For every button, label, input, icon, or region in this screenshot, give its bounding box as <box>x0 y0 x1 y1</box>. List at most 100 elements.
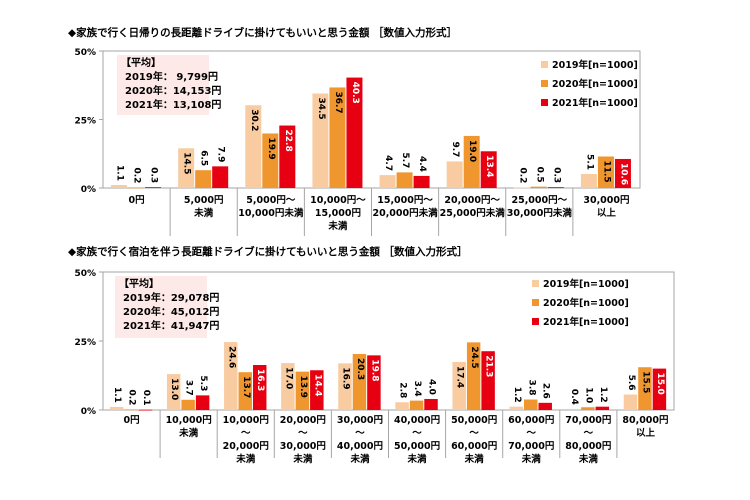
panel2-legend-label: 2020年[n=1000] <box>543 297 629 309</box>
panel2-data-label: 1.2 <box>512 387 522 403</box>
panel2-category-label: 80,000円 <box>622 415 668 426</box>
panel2-bar-1 <box>281 363 295 410</box>
panel2-data-label: 3.4 <box>412 381 422 397</box>
panel2-bar-1 <box>166 374 181 410</box>
panel2-bar-3 <box>538 402 552 410</box>
panel2-bar-1 <box>452 361 466 410</box>
panel1-bar-1 <box>379 175 396 188</box>
panel1-category-label: 未満 <box>327 220 348 232</box>
panel1-bar-3 <box>279 125 296 188</box>
panel1-average-box <box>117 55 209 115</box>
panel2-category-label: 20,000円 <box>280 415 326 426</box>
panel2-category-label: 未満 <box>407 453 428 465</box>
panel1-data-label: 19.9 <box>266 137 276 159</box>
panel2-bar-2 <box>352 353 367 410</box>
panel1-bar-2 <box>329 87 346 188</box>
panel1-category-label: 15,000円～ <box>377 195 433 206</box>
panel2-data-label: 14.4 <box>312 374 322 396</box>
panel2-category-label: 40,000円 <box>394 415 440 426</box>
panel1-bar-3 <box>413 175 430 188</box>
panel2-category-label: 70,000円 <box>508 441 554 452</box>
panel1-bar-2 <box>262 133 279 188</box>
panel2-legend-swatch <box>532 299 539 306</box>
panel2-data-label: 13.7 <box>241 376 251 398</box>
panel2-category-label: 10,000円 <box>166 415 212 426</box>
panel2-data-label: 4.0 <box>427 379 437 395</box>
panel1-data-label: 1.1 <box>115 165 125 181</box>
panel2-data-label: 3.8 <box>526 380 536 396</box>
panel2-category-label: ～ <box>412 428 422 439</box>
panel2-bar-1 <box>338 363 352 410</box>
panel1-data-label: 11.5 <box>601 160 611 182</box>
panel2-data-label: 21.3 <box>484 355 494 377</box>
panel1-bar-3 <box>614 158 631 188</box>
panel2-data-label: 0.4 <box>569 389 579 405</box>
panel1-bar-2 <box>195 170 212 188</box>
panel2-legend-label: 2019年[n=1000] <box>543 278 629 290</box>
panel1-data-label: 34.5 <box>316 97 326 119</box>
panel2-bar-3 <box>652 368 667 410</box>
panel1-average-line: 2019年： 9,799円 <box>125 70 218 83</box>
panel2-bar-2 <box>238 372 252 410</box>
panel2-data-label: 5.3 <box>198 375 208 391</box>
panel2-data-label: 17.4 <box>455 366 465 388</box>
panel2-bar-3 <box>195 395 210 410</box>
panel1-bar-1 <box>312 93 329 188</box>
panel1-bar-3 <box>346 77 363 188</box>
panel1-data-label: 36.7 <box>333 91 343 113</box>
panel2-category-label: 未満 <box>178 427 199 439</box>
panel1-y-tick-label: 50% <box>74 48 96 58</box>
panel2-bar-2 <box>581 407 595 410</box>
panel1-category-label: 15,000円 <box>315 208 361 219</box>
panel2-category-label: 20,000円 <box>223 441 269 452</box>
panel2-bar-1 <box>509 406 524 410</box>
panel2-data-label: 1.2 <box>598 387 608 403</box>
panel2-data-label: 16.3 <box>255 369 265 391</box>
panel2-data-label: 15.5 <box>640 371 650 393</box>
panel2-data-label: 2.6 <box>541 383 551 399</box>
panel2-bar-2 <box>524 399 538 410</box>
panel1-data-label: 30.2 <box>249 109 259 131</box>
panel1-data-label: 5.1 <box>584 154 594 170</box>
panel2-category-label: ～ <box>241 428 251 439</box>
panel1-bar-1 <box>446 161 463 188</box>
panel1-legend-label: 2020年[n=1000] <box>552 78 638 90</box>
panel2-bar-3 <box>481 351 495 410</box>
panel1-data-label: 14.5 <box>182 152 192 174</box>
panel2-category-label: 30,000円 <box>337 415 383 426</box>
panel2-data-label: 3.7 <box>184 380 194 396</box>
panel1-data-label: 0.3 <box>149 167 159 183</box>
panel2-category-label: 未満 <box>235 453 256 465</box>
panel2-bar-1 <box>566 408 581 410</box>
panel1-y-tick-label: 0% <box>81 185 96 195</box>
panel2-data-label: 5.6 <box>626 375 636 391</box>
panel1-average-line: 2021年：13,108円 <box>125 98 221 111</box>
panel2-category-label: 未満 <box>464 453 485 465</box>
panel1-data-label: 40.3 <box>350 82 360 104</box>
panel2-bar-2 <box>466 342 481 410</box>
panel2-bar-3 <box>424 398 438 410</box>
panel1-bar-2 <box>463 135 480 188</box>
panel1-data-label: 6.5 <box>199 150 209 166</box>
panel2-average-line: 2019年：29,078円 <box>123 291 219 304</box>
panel1-category-label: 20,000円～ <box>444 195 500 206</box>
panel2-data-label: 16.9 <box>340 367 350 389</box>
panel2-category-label: 60,000円 <box>508 415 554 426</box>
panel1-category-label: 30,000円 <box>583 195 629 206</box>
panel1-bar-1 <box>580 174 597 188</box>
panel1-bar-3 <box>212 166 229 188</box>
panel1-bar-3 <box>145 187 162 188</box>
panel2-category-label: 50,000円 <box>451 415 497 426</box>
panel1-data-label: 7.9 <box>216 146 226 162</box>
panel1-chart-title: ◆家族で行く日帰りの長距離ドライブに掛けてもいいと思う金額 ［数値入力形式］ <box>68 26 457 39</box>
panel2-bar-2 <box>409 400 424 410</box>
panel2-data-label: 13.0 <box>169 378 179 400</box>
panel1-legend-swatch <box>541 99 548 106</box>
panel1-category-label: 25,000円～ <box>511 195 567 206</box>
panel2-category-label: ～ <box>526 428 536 439</box>
panel1-bar-1 <box>178 148 195 188</box>
panel2-bar-1 <box>224 342 238 410</box>
panel2-y-tick-label: 50% <box>74 269 96 279</box>
panel2-data-label: 15.0 <box>655 373 665 395</box>
panel2-data-label: 1.0 <box>583 387 593 403</box>
